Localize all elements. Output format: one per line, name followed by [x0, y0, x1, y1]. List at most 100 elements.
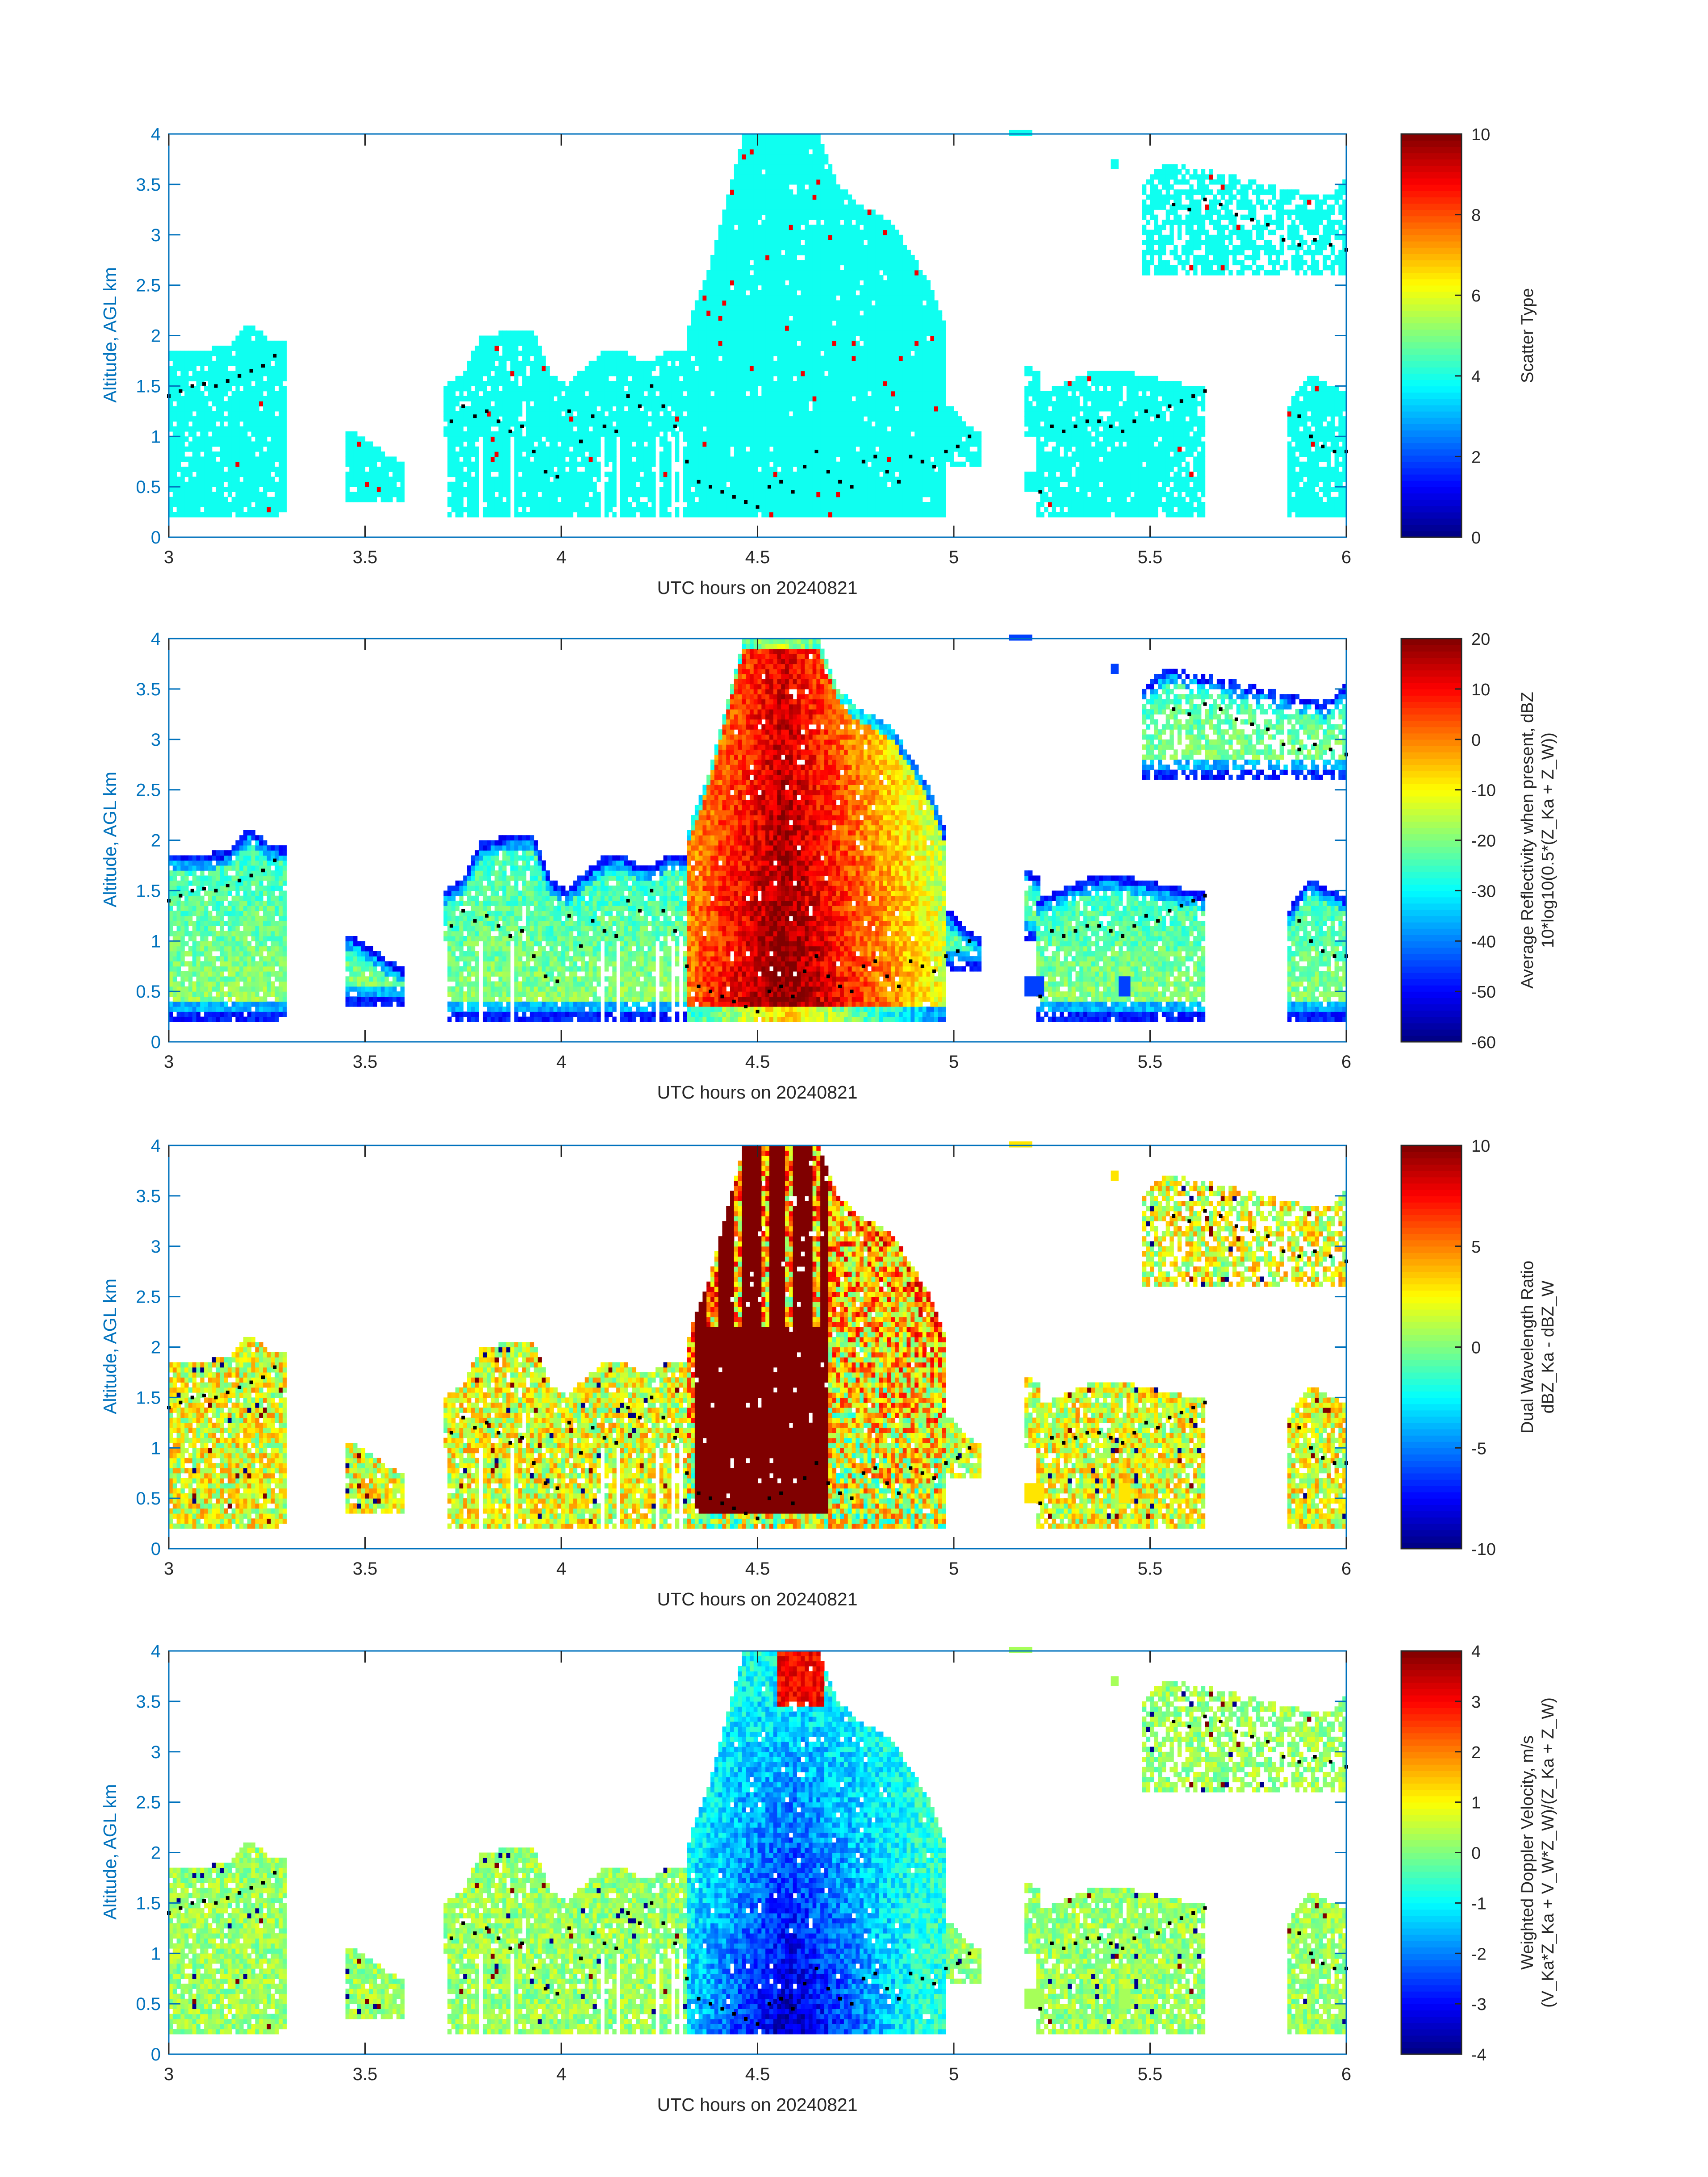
heatmap-cell — [656, 381, 660, 386]
heatmap-cell — [487, 406, 491, 412]
heatmap-cell — [483, 476, 487, 482]
heatmap-cell — [805, 310, 809, 316]
heatmap-cell — [200, 401, 205, 407]
heatmap-cell — [530, 426, 535, 432]
heatmap-cell — [530, 330, 535, 336]
heatmap-cell — [714, 507, 719, 513]
heatmap-cell — [663, 391, 668, 397]
heatmap-cell — [636, 366, 640, 372]
heatmap-cell — [797, 381, 801, 386]
heatmap-cell — [718, 335, 722, 341]
heatmap-cell — [172, 441, 177, 447]
heatmap-cell — [738, 461, 742, 467]
heatmap-cell — [671, 351, 676, 356]
heatmap-cell — [734, 431, 739, 437]
heatmap-cell — [380, 481, 385, 487]
heatmap-cell — [691, 512, 695, 518]
heatmap-cell — [549, 492, 554, 497]
heatmap-cell — [388, 492, 393, 497]
heatmap-cell — [734, 456, 739, 462]
heatmap-cell — [251, 497, 255, 502]
heatmap-cell — [722, 285, 727, 291]
heatmap-cell — [781, 492, 785, 497]
heatmap-cell — [624, 431, 628, 437]
heatmap-cell — [522, 481, 526, 487]
heatmap-cell — [176, 467, 181, 472]
heatmap-cell — [251, 386, 255, 392]
heatmap-cell — [279, 507, 283, 513]
heatmap-cell — [243, 340, 248, 346]
heatmap-cell — [180, 386, 185, 392]
heatmap-cell — [224, 456, 228, 462]
heatmap-cell — [589, 416, 593, 422]
heatmap-cell — [204, 396, 209, 401]
heatmap-cell — [369, 446, 373, 452]
heatmap-cell — [808, 305, 813, 311]
heatmap-cell — [742, 219, 746, 225]
heatmap-cell — [726, 234, 731, 240]
heatmap-cell — [738, 376, 742, 381]
heatmap-cell — [176, 446, 181, 452]
heatmap-cell — [608, 507, 613, 513]
heatmap-cell — [577, 376, 581, 381]
heatmap-cell — [738, 209, 742, 215]
heatmap-cell — [169, 411, 173, 417]
heatmap-cell — [518, 391, 522, 397]
heatmap-cell — [793, 260, 797, 266]
heatmap-cell — [282, 366, 287, 372]
heatmap-cell — [746, 381, 750, 386]
heatmap-cell — [624, 507, 628, 513]
heatmap-cell — [235, 467, 240, 472]
heatmap-cell — [757, 446, 762, 452]
heatmap-cell — [502, 492, 507, 497]
heatmap-cell — [757, 169, 762, 175]
heatmap-cell — [718, 315, 722, 321]
heatmap-cell — [243, 330, 248, 336]
heatmap-cell — [608, 436, 613, 442]
heatmap-cell — [683, 487, 687, 492]
heatmap-cell — [808, 512, 813, 518]
heatmap-cell — [797, 360, 801, 366]
heatmap-cell — [785, 396, 789, 401]
heatmap-cell — [604, 487, 609, 492]
heatmap-cell — [812, 346, 817, 351]
heatmap-cell — [726, 476, 731, 482]
heatmap-cell — [479, 355, 483, 361]
heatmap-cell — [722, 355, 727, 361]
heatmap-cell — [251, 391, 255, 397]
heatmap-cell — [589, 451, 593, 457]
heatmap-cell — [447, 456, 452, 462]
heatmap-cell — [180, 421, 185, 427]
heatmap-cell — [612, 472, 617, 477]
heatmap-cell — [801, 366, 805, 372]
heatmap-cell — [749, 346, 754, 351]
heatmap-cell — [753, 381, 758, 386]
heatmap-cell — [785, 401, 789, 407]
heatmap-cell — [534, 381, 538, 386]
heatmap-cell — [805, 139, 809, 145]
heatmap-cell — [805, 512, 809, 518]
heatmap-cell — [789, 492, 793, 497]
heatmap-cell — [805, 164, 809, 170]
heatmap-cell — [746, 154, 750, 160]
heatmap-cell — [271, 507, 275, 513]
heatmap-cell — [471, 467, 476, 472]
heatmap-cell — [706, 285, 711, 291]
heatmap-cell — [188, 507, 193, 513]
heatmap-cell — [667, 492, 672, 497]
heatmap-cell — [192, 441, 197, 447]
heatmap-cell — [494, 502, 499, 507]
heatmap-cell — [585, 487, 589, 492]
heatmap-cell — [808, 360, 813, 366]
heatmap-cell — [259, 416, 263, 422]
heatmap-cell — [597, 355, 601, 361]
heatmap-cell — [459, 502, 464, 507]
heatmap-cell — [593, 381, 597, 386]
heatmap-cell — [718, 487, 722, 492]
heatmap-cell — [647, 492, 652, 497]
heatmap-cell — [212, 467, 217, 472]
heatmap-cell — [761, 441, 766, 447]
heatmap-cell — [239, 346, 244, 351]
heatmap-cell — [773, 270, 778, 276]
heatmap-cell — [738, 436, 742, 442]
